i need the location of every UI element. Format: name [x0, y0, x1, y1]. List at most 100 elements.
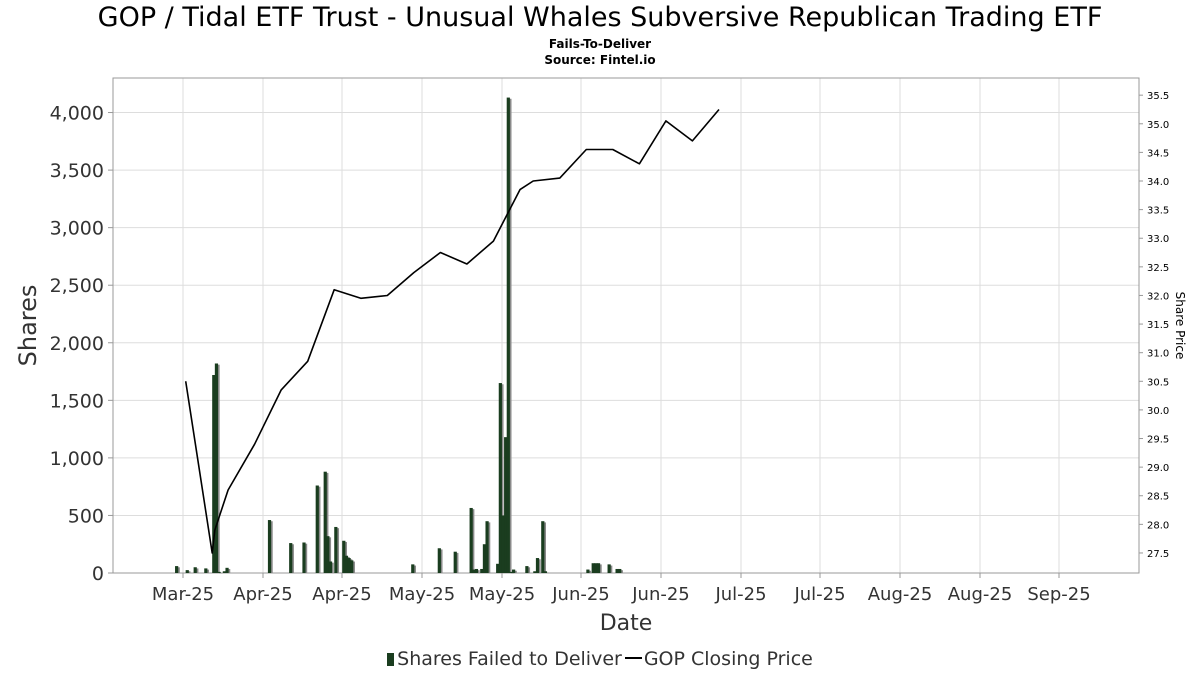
- y2-tick-label: 28.0: [1147, 520, 1169, 531]
- y-tick-label: 500: [68, 505, 104, 527]
- ftd-bar: [501, 515, 505, 573]
- y2-tick-label: 33.0: [1147, 234, 1169, 245]
- legend-line-swatch: [624, 657, 642, 659]
- chart-subtitle: Fails-To-Deliver: [548, 37, 652, 51]
- y2-tick-label: 31.5: [1147, 320, 1169, 331]
- ftd-bar: [535, 558, 540, 573]
- y2-tick-label: 35.5: [1147, 91, 1169, 102]
- ftd-bar: [506, 97, 510, 574]
- ftd-bar: [485, 521, 489, 573]
- x-tick-label: May-25: [469, 584, 535, 605]
- ftd-bar: [214, 363, 219, 573]
- ftd-bar: [225, 567, 229, 573]
- grid-lines: [113, 78, 1139, 574]
- ftd-bar: [525, 566, 529, 573]
- ftd-bar: [267, 520, 272, 573]
- ftd-bar: [326, 536, 330, 573]
- axes: Mar-25 Apr-25 Apr-25 May-25 May-25 Jun-25 Jun-…: [50, 91, 1170, 605]
- ftd-bar: [175, 566, 179, 573]
- ftd-bar-shadow: [587, 570, 592, 573]
- ftd-bar: [315, 485, 319, 573]
- plot-area-frame: [112, 77, 1140, 574]
- ftd-bar: [334, 526, 338, 573]
- ftd-bar-shadow: [510, 573, 515, 574]
- y2-tick-label: 32.5: [1147, 263, 1169, 274]
- ftd-bar-shadow: [513, 570, 517, 573]
- y-tick-label: 1,000: [50, 448, 104, 470]
- ftd-bar: [302, 542, 306, 573]
- x-tick-label: May-25: [389, 584, 455, 605]
- ftd-bar: [543, 571, 548, 573]
- y-axis-label: Shares: [14, 285, 42, 367]
- x-tick-label: Apr-25: [312, 584, 371, 605]
- ftd-bar: [350, 560, 354, 573]
- y2-tick-label: 32.0: [1147, 291, 1169, 302]
- legend-bar-swatch: [387, 653, 395, 666]
- ftd-bar: [474, 568, 479, 573]
- legend: Shares Failed to Deliver GOP Closing Pric…: [0, 648, 1200, 670]
- ftd-bar: [541, 521, 545, 573]
- ftd-bar: [185, 570, 189, 573]
- ftd-bar: [344, 555, 349, 573]
- y-tick-label: 1,500: [50, 390, 104, 412]
- chart-title: GOP / Tidal ETF Trust - Unusual Whales S…: [97, 2, 1103, 33]
- chart-source: Source: Fintel.io: [544, 53, 656, 67]
- ftd-bar: [504, 437, 508, 573]
- y2-tick-label: 34.0: [1147, 177, 1169, 188]
- x-tick-label: Aug-25: [868, 584, 933, 605]
- ftd-bar: [607, 564, 611, 573]
- ftd-bar: [472, 569, 476, 573]
- y2-tick-label: 29.5: [1147, 435, 1169, 446]
- price-line-layer: [184, 108, 720, 554]
- y-tick-label: 3,000: [50, 218, 104, 240]
- ftd-bar: [591, 563, 595, 573]
- x-tick-label: Apr-25: [233, 584, 292, 605]
- y2-tick-label: 28.5: [1147, 492, 1169, 503]
- x-tick-label: Aug-25: [948, 584, 1013, 605]
- ftd-bar-shadow: [609, 565, 613, 573]
- ftd-bar: [618, 568, 622, 573]
- ftd-bar: [193, 567, 197, 573]
- legend-bar-label: Shares Failed to Deliver: [397, 648, 622, 670]
- ftd-bar: [533, 571, 537, 573]
- ftd-bar: [596, 563, 601, 573]
- ftd-bar: [615, 568, 619, 573]
- ftd-bar: [509, 571, 513, 573]
- y-tick-label: 0: [92, 563, 104, 585]
- y2-axis-label: Share Price: [1173, 292, 1187, 360]
- x-tick-label: Jun-25: [551, 584, 610, 605]
- ftd-bar: [289, 543, 293, 573]
- ftd-bar: [469, 507, 473, 573]
- x-tick-label: Jul-25: [793, 584, 845, 605]
- ftd-bar: [217, 571, 221, 573]
- ftd-bar-shadow: [537, 559, 541, 573]
- ftd-bar: [586, 569, 590, 573]
- ftd-bar: [437, 548, 441, 573]
- y2-tick-label: 35.0: [1147, 120, 1169, 131]
- price-line: [184, 108, 720, 554]
- x-tick-label: Jul-25: [714, 584, 766, 605]
- ftd-bar: [204, 568, 208, 573]
- ftd-bar: [212, 375, 216, 573]
- y2-tick-label: 34.5: [1147, 148, 1169, 159]
- y2-tick-label: 29.0: [1147, 463, 1169, 474]
- ftd-bar: [594, 563, 598, 573]
- ftd-bar: [512, 569, 516, 573]
- y-tick-label: 2,000: [50, 333, 104, 355]
- x-axis-label: Date: [600, 611, 653, 636]
- y2-tick-label: 27.5: [1147, 549, 1169, 560]
- ftd-bar: [342, 540, 346, 573]
- ftd-bar: [411, 564, 415, 573]
- ftd-bar: [482, 544, 487, 573]
- y-tick-label: 4,000: [50, 103, 104, 125]
- x-tick-label: Sep-25: [1027, 584, 1090, 605]
- ftd-bar: [347, 558, 351, 573]
- ftd-bar-shadow: [219, 573, 223, 574]
- x-tick-label: Mar-25: [152, 584, 214, 605]
- y2-tick-label: 30.5: [1147, 377, 1169, 388]
- ftd-bar: [480, 568, 484, 573]
- y-tick-label: 2,500: [50, 275, 104, 297]
- ftd-bar: [498, 383, 502, 573]
- ftd-bars: [175, 97, 623, 574]
